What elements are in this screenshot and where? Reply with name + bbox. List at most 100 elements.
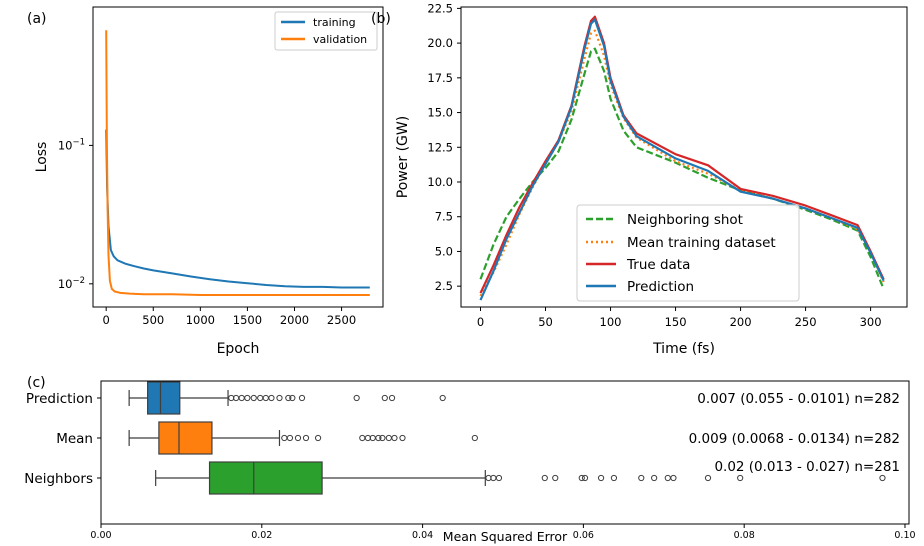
outlier-point xyxy=(578,474,585,482)
outlier-point xyxy=(257,394,264,402)
y-tick-label-mean: Mean xyxy=(56,431,93,447)
panel-c-x-axis-label: Mean Squared Error xyxy=(443,529,568,544)
x-tick-label: 1500 xyxy=(233,313,262,327)
outlier-point xyxy=(250,394,257,402)
outlier-point xyxy=(314,434,322,442)
series-line-validation xyxy=(105,30,370,296)
box-group-neighbors xyxy=(155,461,886,495)
x-tick-label: 0.00 xyxy=(90,530,111,541)
outlier-point xyxy=(359,434,366,442)
y-tick-label: 2.5 xyxy=(435,279,453,293)
box-mean xyxy=(158,421,213,455)
y-tick-label: 10−1 xyxy=(58,137,85,152)
y-tick-label: 12.5 xyxy=(427,140,453,154)
outlier-point xyxy=(664,474,671,482)
legend-label-neighboring-shot: Neighboring shot xyxy=(627,212,743,228)
outlier-point xyxy=(302,434,310,442)
panel-b-legend: Neighboring shot Mean training dataset T… xyxy=(576,204,800,302)
outlier-point xyxy=(379,434,386,442)
panel-a-x-ticks: 0 500 1000 1500 2000 2500 xyxy=(103,307,356,327)
stat-text-prediction: 0.007 (0.055 - 0.0101) n=282 xyxy=(697,391,900,407)
outlier-point xyxy=(552,474,559,482)
outlier-point xyxy=(281,434,288,442)
panel-c-letter: (c) xyxy=(27,375,46,391)
panel-b-y-ticks: 2.5 5.0 7.5 10.0 12.5 15.0 17.5 20.0 22.5 xyxy=(427,1,461,293)
panel-c-boxplot: (c) 0.00 0.02 0.04 0.06 0.08 0.10 Prediction M… xyxy=(24,375,915,544)
outlier-point xyxy=(388,394,396,402)
outlier-point xyxy=(289,394,296,402)
x-tick-label: 1000 xyxy=(186,313,215,327)
outlier-point xyxy=(262,394,269,402)
x-tick-label: 0.04 xyxy=(412,530,433,541)
panel-b-x-ticks: 0 50 100 150 200 250 300 xyxy=(477,307,882,329)
x-tick-label: 500 xyxy=(142,313,164,327)
stat-text-mean: 0.009 (0.0068 - 0.0134) n=282 xyxy=(689,431,900,447)
y-tick-label: 7.5 xyxy=(435,210,453,224)
outlier-point xyxy=(375,434,382,442)
x-tick-label: 250 xyxy=(795,315,817,329)
legend-label-true-data: True data xyxy=(626,257,690,273)
outlier-point xyxy=(294,434,302,442)
panel-b-power-chart: (b) 0 50 100 150 200 250 300 2.5 5.0 7.5 10.0 12.5… xyxy=(371,1,908,357)
y-tick-label: 10−2 xyxy=(58,276,85,291)
x-tick-label: 300 xyxy=(860,315,882,329)
outlier-point xyxy=(385,434,392,442)
series-line-neighboring-shot xyxy=(479,47,885,290)
outlier-point xyxy=(286,434,294,442)
panel-a-plot-area xyxy=(92,6,384,308)
outlier-point xyxy=(597,474,605,482)
box-group-prediction xyxy=(128,381,446,415)
series-line-prediction xyxy=(479,18,885,301)
x-tick-label: 200 xyxy=(730,315,752,329)
panel-a-y-axis-label: Loss xyxy=(34,142,50,173)
panel-b-y-axis-label: Power (GW) xyxy=(395,116,411,198)
outlier-point xyxy=(285,394,292,402)
outlier-point xyxy=(353,394,360,402)
y-tick-label: 15.0 xyxy=(427,106,453,120)
x-tick-label: 100 xyxy=(600,315,622,329)
panel-b-legend-box xyxy=(576,204,800,302)
panel-b-plot-area xyxy=(460,6,908,308)
panel-c-y-ticks: Prediction Mean Neighbors xyxy=(24,391,101,487)
y-tick-label: 10.0 xyxy=(427,175,453,189)
panel-c-x-ticks: 0.00 0.02 0.04 0.06 0.08 0.10 xyxy=(90,524,916,541)
outlier-point xyxy=(541,474,548,482)
outlier-point xyxy=(879,474,886,482)
outlier-point xyxy=(399,434,406,442)
outlier-point xyxy=(471,434,478,442)
stat-text-neighbors: 0.02 (0.013 - 0.027) n=281 xyxy=(714,459,900,475)
outlier-point xyxy=(268,394,275,402)
outlier-point xyxy=(651,474,658,482)
panel-a-y-ticks: 10−1 10−2 xyxy=(58,137,93,291)
x-tick-label: 0.06 xyxy=(573,530,594,541)
panel-a-x-axis-label: Epoch xyxy=(217,341,260,357)
box-neighbors xyxy=(208,461,323,495)
y-tick-label: 17.5 xyxy=(427,71,453,85)
panel-a-loss-chart: (a) 0 500 1000 1500 2000 2500 10−110−2 Epoch … xyxy=(27,6,384,357)
x-tick-label: 0.02 xyxy=(251,530,272,541)
x-tick-label: 0 xyxy=(477,315,484,329)
outlier-point xyxy=(439,394,446,402)
outlier-point xyxy=(244,394,251,402)
x-tick-label: 0.08 xyxy=(734,530,755,541)
outlier-point xyxy=(670,474,677,482)
outlier-point xyxy=(276,394,283,402)
outlier-point xyxy=(238,394,245,402)
y-tick-label-prediction: Prediction xyxy=(26,391,93,407)
panel-b-letter: (b) xyxy=(371,11,391,27)
x-tick-label: 150 xyxy=(665,315,687,329)
outlier-point xyxy=(381,394,388,402)
outlier-point xyxy=(298,394,306,402)
outlier-point xyxy=(638,474,645,482)
outlier-point xyxy=(581,474,589,482)
outlier-point xyxy=(495,474,503,482)
y-tick-label: 20.0 xyxy=(427,36,453,50)
legend-label-mean-training-dataset: Mean training dataset xyxy=(627,235,776,251)
x-tick-label: 50 xyxy=(538,315,553,329)
panel-c-plot-area xyxy=(100,380,910,525)
panel-a-plot-lines xyxy=(105,30,370,296)
y-tick-label-neighbors: Neighbors xyxy=(24,471,93,487)
x-tick-label: 0 xyxy=(103,313,110,327)
panel-b-plot-lines xyxy=(479,15,885,301)
